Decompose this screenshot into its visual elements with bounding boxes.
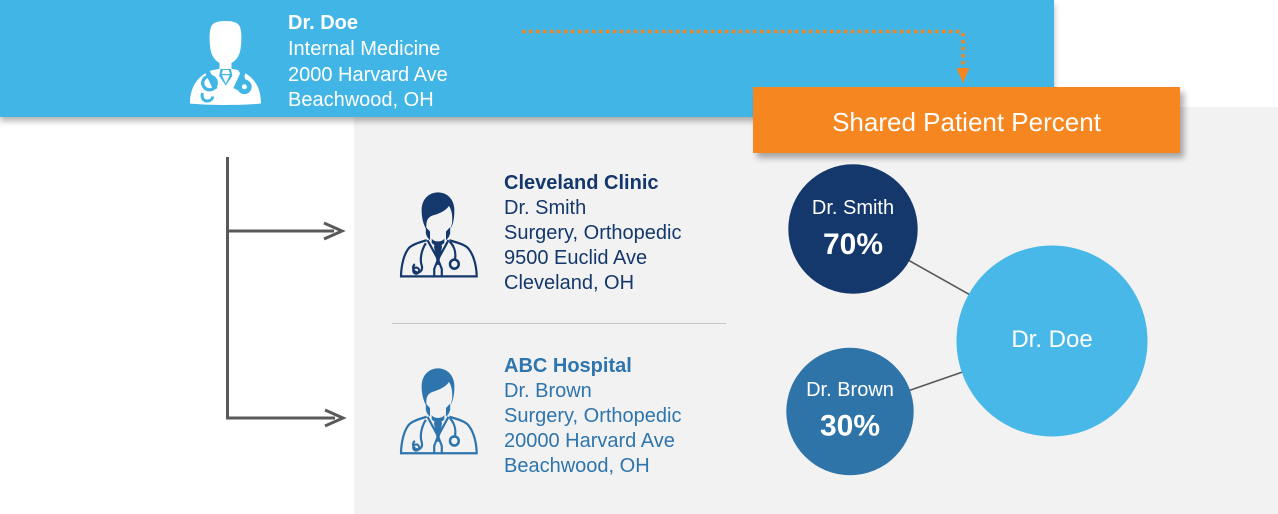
svg-text:Dr. Doe: Dr. Doe: [1011, 326, 1092, 353]
svg-text:Dr. Smith: Dr. Smith: [812, 197, 894, 219]
svg-text:Dr. Brown: Dr. Brown: [806, 379, 894, 401]
svg-text:70%: 70%: [823, 228, 883, 261]
svg-text:30%: 30%: [820, 410, 880, 443]
